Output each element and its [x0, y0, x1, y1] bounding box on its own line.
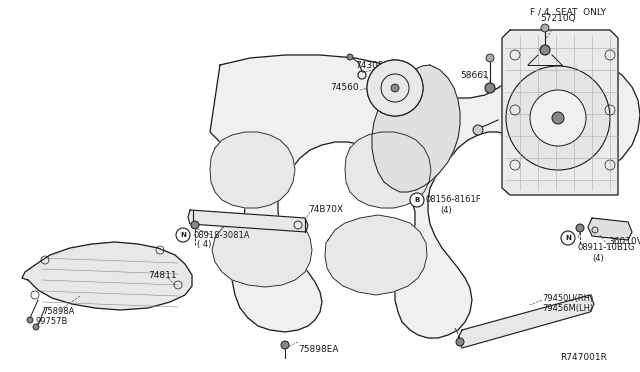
Text: 74305F: 74305F — [355, 61, 388, 70]
Circle shape — [281, 341, 289, 349]
Text: 36010V: 36010V — [608, 237, 640, 247]
Text: 74560: 74560 — [330, 83, 358, 93]
Polygon shape — [325, 215, 427, 295]
Circle shape — [380, 73, 410, 103]
Text: 74B70X: 74B70X — [308, 205, 343, 215]
Circle shape — [391, 84, 399, 92]
Circle shape — [506, 66, 610, 170]
Circle shape — [399, 63, 405, 69]
Text: ( 4): ( 4) — [197, 241, 211, 250]
Circle shape — [540, 45, 550, 55]
Polygon shape — [345, 132, 431, 208]
Circle shape — [373, 99, 380, 105]
Circle shape — [33, 324, 39, 330]
Polygon shape — [22, 242, 192, 310]
Circle shape — [176, 228, 190, 242]
Circle shape — [561, 231, 575, 245]
Polygon shape — [372, 65, 460, 192]
Text: N: N — [565, 235, 571, 241]
Polygon shape — [210, 132, 295, 208]
Polygon shape — [212, 216, 312, 287]
Polygon shape — [502, 30, 618, 195]
Circle shape — [552, 112, 564, 124]
Circle shape — [191, 221, 199, 229]
Circle shape — [367, 60, 423, 116]
Circle shape — [410, 193, 424, 207]
Text: (4): (4) — [440, 205, 452, 215]
Polygon shape — [458, 295, 594, 348]
Text: 08918-3081A: 08918-3081A — [193, 231, 250, 240]
Text: 79456M(LH): 79456M(LH) — [542, 304, 593, 312]
Polygon shape — [588, 218, 632, 240]
Circle shape — [27, 317, 33, 323]
Text: 74811: 74811 — [148, 270, 177, 279]
Text: 75898EA: 75898EA — [298, 346, 339, 355]
Text: 99757B: 99757B — [35, 317, 67, 327]
Circle shape — [530, 90, 586, 146]
Circle shape — [473, 125, 483, 135]
Circle shape — [415, 85, 421, 91]
Circle shape — [485, 83, 495, 93]
Text: 75898A: 75898A — [42, 308, 74, 317]
Text: N: N — [180, 232, 186, 238]
Text: 58661: 58661 — [460, 71, 489, 80]
Text: (4): (4) — [592, 253, 604, 263]
Text: B: B — [414, 197, 420, 203]
Circle shape — [347, 54, 353, 60]
Circle shape — [486, 54, 494, 62]
Text: R747001R: R747001R — [560, 353, 607, 362]
Text: 57210Q: 57210Q — [540, 13, 575, 22]
Circle shape — [456, 338, 464, 346]
Text: 08911-10B1G: 08911-10B1G — [578, 244, 636, 253]
Text: 08156-8161F: 08156-8161F — [425, 196, 481, 205]
Polygon shape — [210, 55, 640, 338]
Polygon shape — [188, 210, 308, 232]
Text: F / 4  SEAT  ONLY: F / 4 SEAT ONLY — [530, 7, 606, 16]
Circle shape — [367, 60, 423, 116]
Circle shape — [399, 107, 405, 113]
Circle shape — [576, 224, 584, 232]
Circle shape — [373, 71, 380, 77]
Text: 79450U(RH): 79450U(RH) — [542, 294, 593, 302]
Circle shape — [541, 24, 549, 32]
